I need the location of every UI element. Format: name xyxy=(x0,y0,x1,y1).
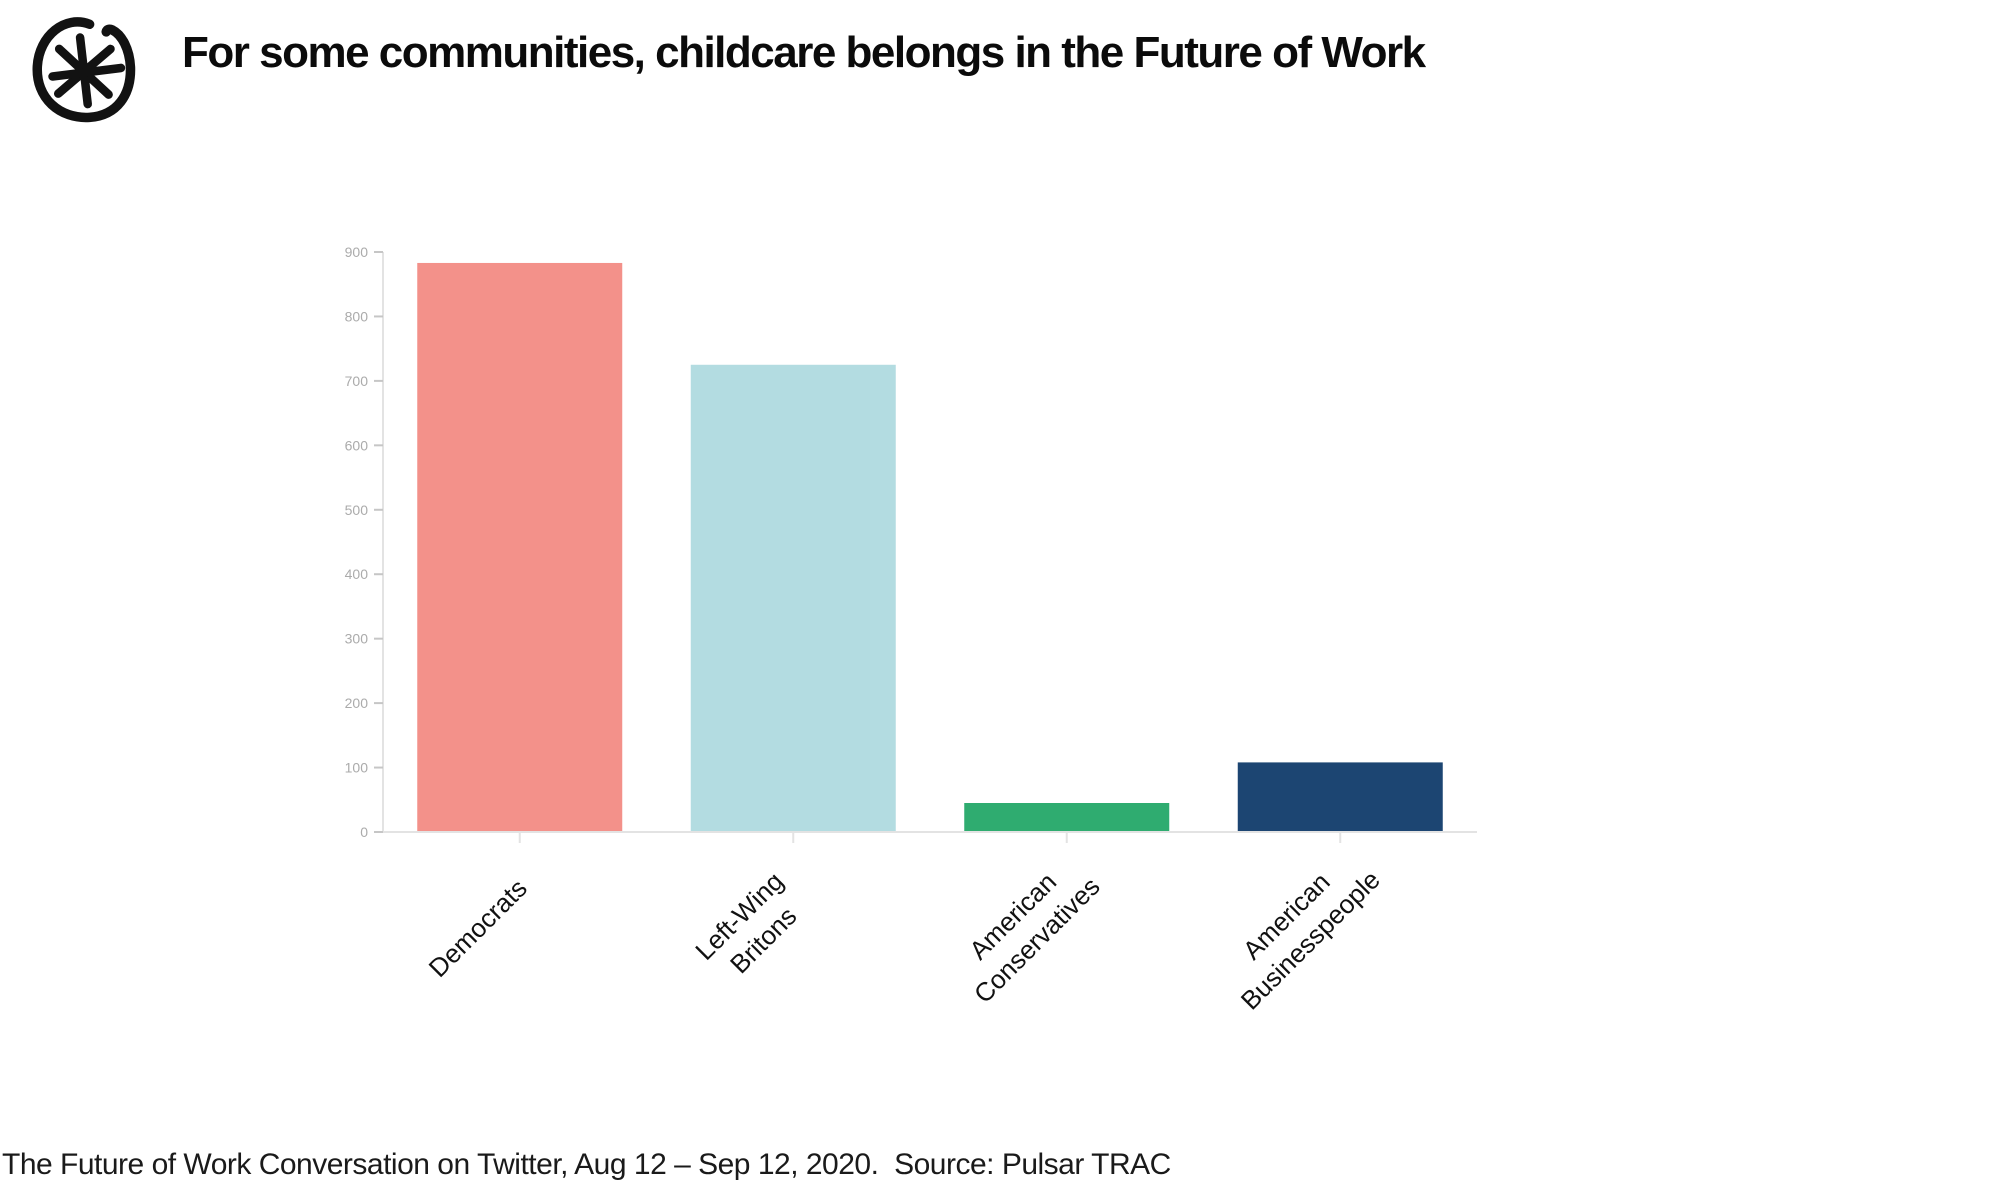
y-tick-label-500: 500 xyxy=(345,502,369,518)
bar-american-conservatives xyxy=(964,803,1170,832)
bar-democrats xyxy=(417,262,623,832)
chart-title: For some communities, childcare belongs … xyxy=(182,28,1426,77)
x-category-label-left-wing-britons: Left-WingBritons xyxy=(689,866,813,990)
bar-chart: Democrats Left-WingBritons AmericanConserv… xyxy=(300,150,1600,1110)
y-tick-label-300: 300 xyxy=(345,631,369,647)
y-tick-label-0: 0 xyxy=(360,824,368,840)
x-category-label-american-conservatives: AmericanConservatives xyxy=(944,847,1106,1009)
x-category-label-american-businesspeople: AmericanBusinesspeople xyxy=(1211,840,1386,1015)
source-caption: The Future of Work Conversation on Twitt… xyxy=(2,1148,1171,1181)
y-tick-label-600: 600 xyxy=(345,437,369,453)
bar-chart-svg: Democrats Left-WingBritons AmericanConserv… xyxy=(345,244,1477,1016)
bar-american-businesspeople xyxy=(1237,762,1443,832)
x-category-label-democrats: Democrats xyxy=(423,873,533,983)
y-tick-label-100: 100 xyxy=(345,760,369,776)
y-tick-label-900: 900 xyxy=(345,244,369,260)
y-tick-label-200: 200 xyxy=(345,695,369,711)
y-tick-label-700: 700 xyxy=(345,373,369,389)
y-tick-label-800: 800 xyxy=(345,308,369,324)
bar-left-wing-britons xyxy=(690,364,896,832)
y-tick-label-400: 400 xyxy=(345,566,369,582)
pulsar-asterisk-logo-icon xyxy=(32,17,136,123)
